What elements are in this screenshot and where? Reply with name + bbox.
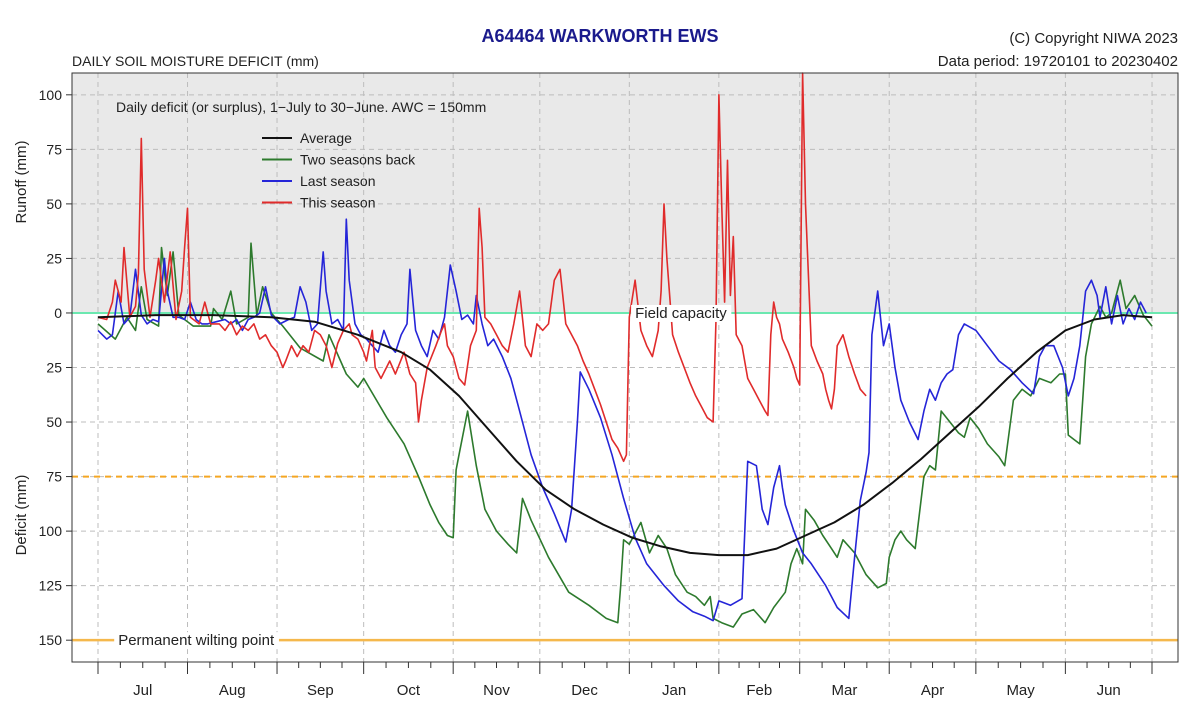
series-line-last-season (97, 218, 1147, 622)
y-axis-label-runoff: Runoff (mm) (13, 140, 30, 223)
y-tick-label: 150 (39, 632, 63, 648)
axes: 100 75 50 25 0 25 50 75 100 125 150 Jul Aug Sep Oct Nov… (39, 72, 1179, 699)
y-tick-label: 100 (39, 523, 63, 539)
y-tick-label: 50 (46, 196, 62, 212)
field-capacity-label: Field capacity (635, 305, 727, 322)
month-label: Jan (662, 682, 686, 699)
y-axis-label-deficit: Deficit (mm) (13, 475, 30, 556)
month-label: Mar (832, 682, 858, 699)
series-layer (97, 72, 1153, 628)
y-tick-label: 25 (46, 360, 62, 376)
month-label: Jul (133, 682, 152, 699)
chart-title: A64464 WARKWORTH EWS (481, 26, 719, 46)
month-label: May (1006, 682, 1035, 699)
month-label: Oct (397, 682, 421, 699)
series-line-this-season (97, 72, 867, 463)
month-label: Dec (571, 682, 598, 699)
month-label: Feb (746, 682, 772, 699)
legend-label-last-season: Last season (300, 173, 376, 189)
y-tick-label: 125 (39, 578, 63, 594)
label-background (631, 304, 732, 322)
legend-label-this-season: This season (300, 195, 375, 211)
data-period: Data period: 19720101 to 20230402 (937, 53, 1178, 70)
y-tick-label: 75 (46, 141, 62, 157)
y-tick-label: 50 (46, 414, 62, 430)
y-tick-label: 100 (39, 87, 63, 103)
surplus-band (72, 73, 1178, 313)
month-label: Sep (307, 682, 334, 699)
series-line-average (97, 314, 1153, 557)
legend-label-two-seasons-back: Two seasons back (300, 152, 416, 168)
wilting-point-label: Permanent wilting point (118, 632, 275, 649)
series-line-two-seasons-back (97, 242, 1153, 628)
legend: Average Two seasons back Last season This s… (262, 130, 416, 211)
y-tick-label: 0 (54, 305, 62, 321)
month-label: Aug (219, 682, 246, 699)
month-label: Apr (921, 682, 944, 699)
y-tick-label: 25 (46, 250, 62, 266)
copyright-notice: (C) Copyright NIWA 2023 (1009, 30, 1178, 47)
chart-subtitle: DAILY SOIL MOISTURE DEFICIT (mm) (72, 53, 319, 69)
chart-annotation: Daily deficit (or surplus), 1−July to 30… (116, 99, 486, 115)
y-tick-label: 75 (46, 469, 62, 485)
label-background (114, 632, 279, 650)
month-label: Jun (1097, 682, 1121, 699)
legend-label-average: Average (300, 130, 352, 146)
month-label: Nov (483, 682, 510, 699)
reference-lines (72, 311, 1178, 642)
